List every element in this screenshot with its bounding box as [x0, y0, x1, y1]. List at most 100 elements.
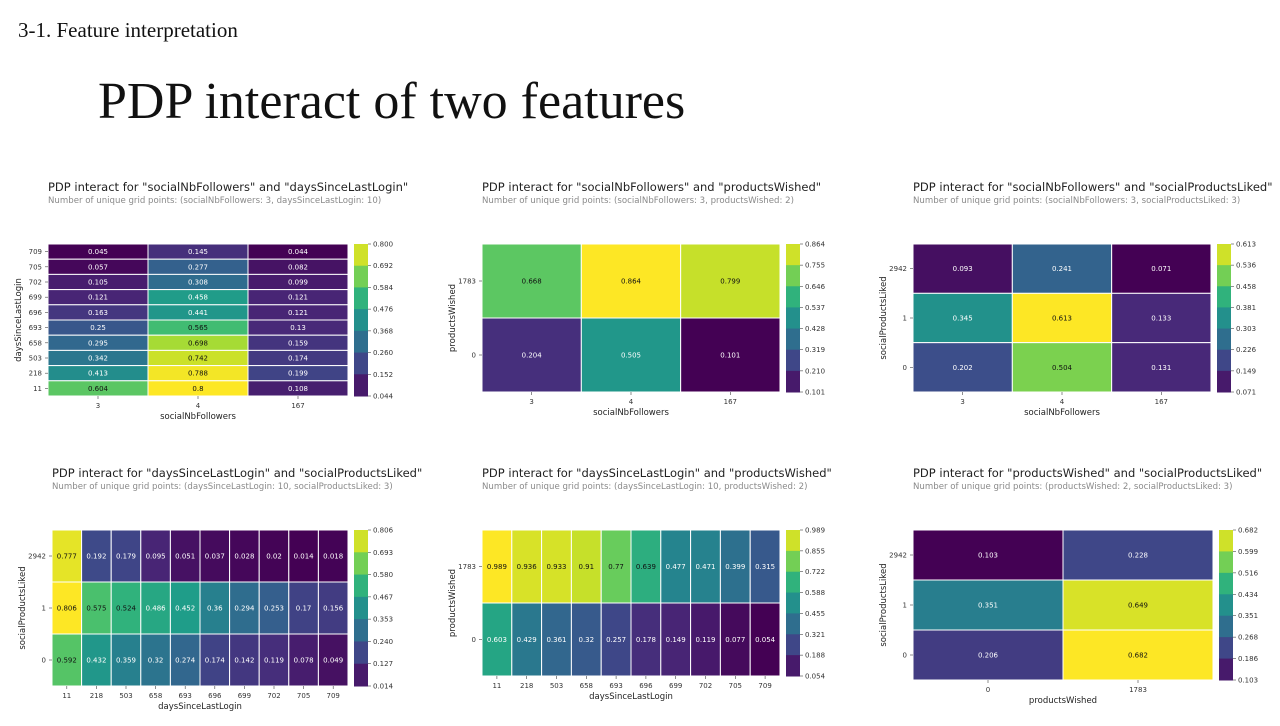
cell-value-label: 0.018: [323, 553, 343, 561]
heatmap-cell: [81, 581, 112, 635]
pdp-panel-followers-wished: PDP interact for "socialNbFollowers" and…: [448, 180, 902, 440]
colorbar-segment: [786, 530, 800, 552]
pdp-panel-days-liked: PDP interact for "daysSinceLastLogin" an…: [18, 466, 472, 726]
colorbar-tick-label: 0.188: [805, 652, 825, 660]
colorbar-tick-label: 0.613: [1236, 241, 1256, 249]
cell-value-label: 0.936: [517, 563, 538, 571]
heatmap-cell: [1011, 243, 1113, 294]
cell-value-label: 0.806: [57, 605, 78, 613]
cell-value-label: 0.108: [288, 385, 308, 393]
colorbar-segment: [1219, 572, 1233, 595]
x-tick-label: 702: [699, 682, 712, 690]
cell-value-label: 0.989: [487, 563, 507, 571]
x-tick-label: 4: [1060, 398, 1065, 406]
colorbar-tick-label: 0.722: [805, 568, 825, 576]
y-tick-label: 0: [472, 636, 476, 644]
y-axis-label: socialProductsLiked: [879, 563, 889, 646]
x-axis-label: productsWished: [1029, 696, 1097, 706]
cell-value-label: 0.668: [522, 278, 542, 286]
cell-value-label: 0.054: [755, 636, 776, 644]
pdp-panel-followers-days: PDP interact for "socialNbFollowers" and…: [14, 180, 468, 440]
cell-value-label: 0.014: [294, 553, 315, 561]
cell-value-label: 0.105: [88, 279, 108, 287]
cell-value-label: 0.078: [294, 657, 314, 665]
heatmap-cell: [229, 529, 260, 583]
cell-value-label: 0.121: [288, 294, 308, 302]
cell-value-label: 0.204: [522, 352, 543, 360]
colorbar-tick-label: 0.692: [373, 262, 393, 270]
heatmap-cell: [912, 292, 1013, 344]
cell-value-label: 0.044: [288, 248, 309, 256]
cell-value-label: 0.933: [546, 563, 566, 571]
heatmap-cell: [51, 581, 83, 635]
colorbar-tick-label: 0.646: [805, 283, 826, 291]
cell-value-label: 0.649: [1128, 602, 1148, 610]
cell-value-label: 0.253: [264, 605, 284, 613]
colorbar-segment: [1219, 615, 1233, 638]
colorbar-segment: [1217, 244, 1231, 266]
cell-value-label: 0.202: [953, 364, 973, 372]
cell-value-label: 0.351: [978, 602, 998, 610]
cell-value-label: 0.131: [1151, 364, 1171, 372]
y-tick-label: 696: [29, 309, 43, 317]
y-tick-label: 0: [903, 652, 907, 660]
x-tick-label: 167: [291, 402, 304, 410]
pdp-panel-wished-liked: PDP interact for "productsWished" and "s…: [879, 466, 1280, 726]
cell-value-label: 0.471: [695, 563, 715, 571]
colorbar-tick-label: 0.014: [373, 683, 394, 691]
cell-value-label: 0.429: [517, 636, 537, 644]
heatmap-cell: [258, 529, 290, 583]
x-tick-label: 702: [267, 692, 280, 700]
colorbar-segment: [354, 641, 368, 665]
y-tick-label: 2942: [889, 552, 907, 560]
cell-value-label: 0.524: [116, 605, 137, 613]
cell-value-label: 0.082: [288, 263, 308, 271]
y-axis-label: daysSinceLastLogin: [14, 278, 24, 362]
cell-value-label: 0.413: [88, 370, 108, 378]
colorbar-tick-label: 0.537: [805, 304, 825, 312]
cell-value-label: 0.142: [234, 657, 254, 665]
x-tick-label: 4: [196, 402, 201, 410]
heatmap-cell: [140, 633, 171, 687]
cell-value-label: 0.051: [175, 553, 195, 561]
heatmap-cell: [140, 529, 171, 583]
colorbar-segment: [786, 550, 800, 573]
cell-value-label: 0.458: [188, 294, 208, 302]
heatmap-cell: [199, 529, 231, 583]
colorbar-segment: [354, 530, 368, 553]
chart-title: PDP interact for "daysSinceLastLogin" an…: [482, 466, 832, 480]
cell-value-label: 0.361: [546, 636, 566, 644]
x-tick-label: 696: [208, 692, 222, 700]
cell-value-label: 0.028: [234, 553, 254, 561]
heatmap-cell: [169, 633, 201, 687]
cell-value-label: 0.103: [978, 552, 998, 560]
colorbar-tick-label: 0.755: [805, 262, 825, 270]
cell-value-label: 0.145: [188, 248, 208, 256]
colorbar-segment: [786, 571, 800, 594]
y-tick-label: 702: [29, 279, 42, 287]
cell-value-label: 0.799: [720, 278, 740, 286]
y-axis-label: productsWished: [448, 284, 458, 352]
cell-value-label: 0.25: [90, 324, 106, 332]
cell-value-label: 0.575: [86, 605, 106, 613]
colorbar-tick-label: 0.103: [1238, 677, 1258, 685]
chart-title: PDP interact for "productsWished" and "s…: [913, 466, 1263, 480]
x-tick-label: 3: [96, 402, 100, 410]
colorbar-segment: [1219, 658, 1233, 681]
colorbar-tick-label: 0.458: [1236, 283, 1256, 291]
cell-value-label: 0.565: [188, 324, 208, 332]
x-tick-label: 218: [520, 682, 533, 690]
colorbar-segment: [1217, 265, 1231, 287]
x-tick-label: 503: [119, 692, 132, 700]
colorbar-segment: [786, 370, 800, 393]
heatmap-cell: [570, 529, 602, 604]
heatmap-cell: [690, 602, 721, 677]
chart-title: PDP interact for "socialNbFollowers" and…: [482, 180, 822, 194]
colorbar-tick-label: 0.584: [373, 284, 394, 292]
heatmap-cell: [110, 529, 142, 583]
chart-subtitle: Number of unique grid points: (socialNbF…: [48, 196, 382, 206]
colorbar-segment: [354, 244, 368, 267]
cell-value-label: 0.228: [1128, 552, 1148, 560]
x-axis-label: socialNbFollowers: [1024, 408, 1100, 418]
heatmap-cell: [1062, 579, 1214, 631]
